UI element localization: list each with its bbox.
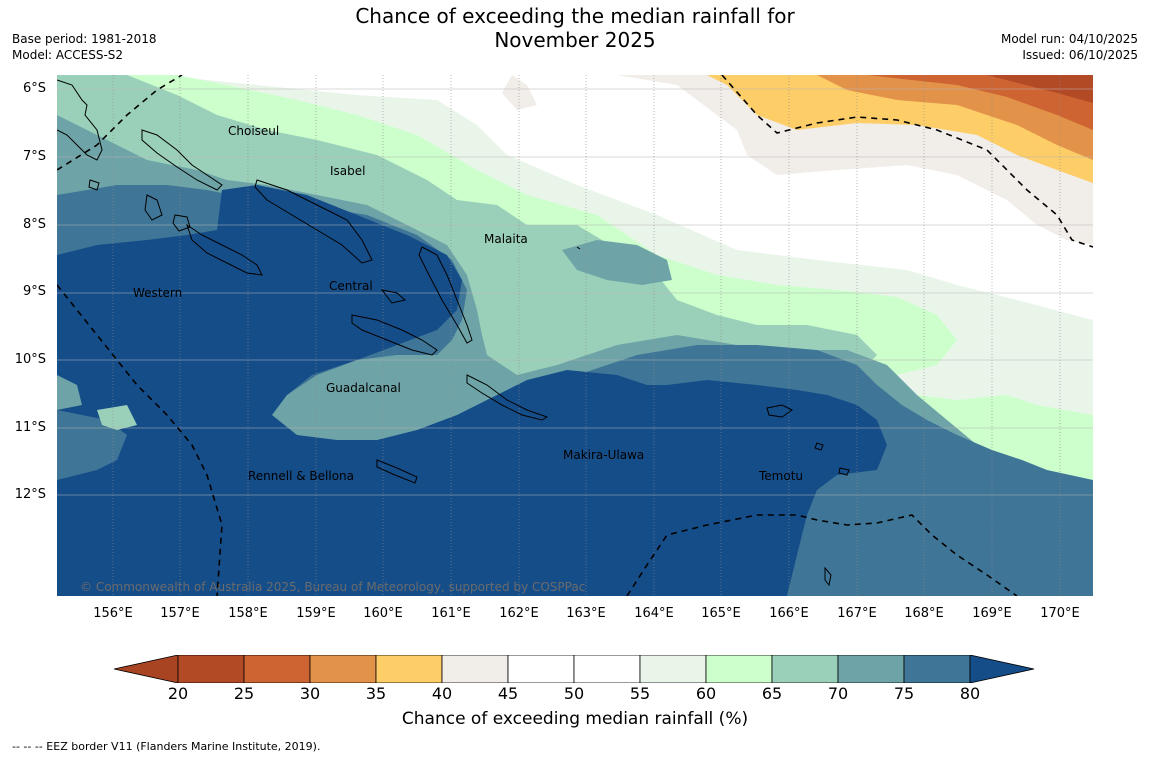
base-period: Base period: 1981-2018 <box>12 32 157 46</box>
cb-tick-20: 20 <box>167 684 189 703</box>
choiseul-coast <box>141 129 223 191</box>
model-run: Model run: 04/10/2025 <box>1000 32 1138 46</box>
cb-tick-75: 75 <box>893 684 915 703</box>
lon-label-165e: 165°E <box>701 606 741 621</box>
bougainville-coast <box>57 79 103 161</box>
map-svg <box>57 75 1093 596</box>
ontong-java-coast <box>576 246 581 250</box>
contour-70-75-left <box>57 375 82 410</box>
cb-tick-70: 70 <box>827 684 849 703</box>
cb-tick-30: 30 <box>299 684 321 703</box>
shortland-coast <box>88 179 100 191</box>
lon-label-169e: 169°E <box>972 606 1012 621</box>
colorbar-label: Chance of exceeding median rainfall (%) <box>401 709 749 729</box>
cb-tick-35: 35 <box>365 684 387 703</box>
lon-label-170e: 170°E <box>1040 606 1080 621</box>
lon-label-160e: 160°E <box>363 606 403 621</box>
colorbar-cell-75-80 <box>903 655 971 683</box>
contour-70-75-blob <box>562 240 672 285</box>
map-title: Chance of exceeding the median rainfall … <box>0 4 1150 52</box>
contour-20-25 <box>987 75 1093 103</box>
isabel-coast <box>254 179 373 264</box>
lat-label-6s: 6°S <box>22 81 46 96</box>
colorbar-cell-70-75 <box>837 655 905 683</box>
lon-label-159e: 159°E <box>296 606 336 621</box>
model-name: Model: ACCESS-S2 <box>12 48 124 62</box>
place-isabel: Isabel <box>330 164 366 178</box>
colorbar-cell-45-50 <box>507 655 575 683</box>
new-georgia-coast <box>186 223 263 276</box>
cb-tick-60: 60 <box>695 684 717 703</box>
issued-date: Issued: 06/10/2025 <box>1022 48 1138 62</box>
colorbar-arrow-low <box>114 655 179 683</box>
cb-tick-80: 80 <box>959 684 981 703</box>
cb-tick-65: 65 <box>761 684 783 703</box>
contour-80-plus <box>57 185 887 596</box>
coastlines <box>57 79 850 587</box>
lat-label-10s: 10°S <box>14 352 46 367</box>
place-western: Western <box>133 286 183 300</box>
dry-patch-center <box>502 75 537 110</box>
vanikoro-coast <box>838 467 850 476</box>
lat-label-11s: 11°S <box>14 420 46 435</box>
cb-tick-40: 40 <box>431 684 453 703</box>
colorbar-cell-25-30 <box>243 655 311 683</box>
lon-label-166e: 166°E <box>769 606 809 621</box>
lon-label-158e: 158°E <box>228 606 268 621</box>
lon-label-167e: 167°E <box>837 606 877 621</box>
colorbar-cell-55-60 <box>639 655 707 683</box>
vella-lavella-coast <box>144 194 163 221</box>
title-line-1: Chance of exceeding the median rainfall … <box>355 4 795 28</box>
lat-label-8s: 8°S <box>22 217 46 232</box>
tikopia-coast <box>824 566 832 587</box>
lat-label-9s: 9°S <box>22 284 46 299</box>
place-rennell-bellona: Rennell & Bellona <box>248 469 355 483</box>
lon-label-168e: 168°E <box>904 606 944 621</box>
lat-grid <box>57 88 1093 496</box>
colorbar-cell-40-45 <box>441 655 509 683</box>
place-guadalcanal: Guadalcanal <box>326 381 401 395</box>
eez-footnote: -- -- -- EEZ border V11 (Flanders Marine… <box>12 740 321 753</box>
place-temotu: Temotu <box>759 469 804 483</box>
santa-cruz-coast <box>766 404 793 418</box>
malaita-coast <box>418 246 473 344</box>
place-choiseul: Choiseul <box>228 124 280 138</box>
lat-label-7s: 7°S <box>22 149 46 164</box>
utupua-coast <box>814 442 824 451</box>
kolombangara-coast <box>172 214 191 232</box>
lat-label-12s: 12°S <box>14 487 46 502</box>
meta-right: Model run: 04/10/2025 Issued: 06/10/2025 <box>1001 31 1138 63</box>
meta-left: Base period: 1981-2018 Model: ACCESS-S2 <box>12 31 157 63</box>
eez-borders <box>57 75 1093 596</box>
lon-label-161e: 161°E <box>431 606 471 621</box>
cb-tick-25: 25 <box>233 684 255 703</box>
cb-tick-45: 45 <box>497 684 519 703</box>
colorbar-cell-65-70 <box>771 655 839 683</box>
place-central: Central <box>329 279 373 293</box>
lon-label-157e: 157°E <box>160 606 200 621</box>
map-panel <box>57 75 1093 596</box>
place-makira-ulawa: Makira-Ulawa <box>563 448 645 462</box>
makira-coast <box>466 374 549 421</box>
colorbar-cell-35-40 <box>375 655 443 683</box>
lon-label-156e: 156°E <box>93 606 133 621</box>
colorbar <box>114 655 1035 683</box>
cb-tick-50: 50 <box>563 684 585 703</box>
lon-label-164e: 164°E <box>634 606 674 621</box>
colorbar-cell-50-55 <box>573 655 641 683</box>
copyright-notice: © Commonwealth of Australia 2025, Bureau… <box>80 580 586 594</box>
cb-tick-55: 55 <box>629 684 651 703</box>
colorbar-arrow-high <box>969 655 1035 683</box>
guadalcanal-coast <box>351 314 438 356</box>
colorbar-cell-60-65 <box>705 655 773 683</box>
lon-label-163e: 163°E <box>566 606 606 621</box>
colorbar-cell-30-35 <box>309 655 377 683</box>
place-malaita: Malaita <box>484 232 528 246</box>
contour-65-70-left-patch <box>97 405 137 430</box>
title-line-2: November 2025 <box>494 28 656 52</box>
nggela-coast <box>380 289 407 304</box>
rennell-coast <box>376 459 418 484</box>
colorbar-cell-20-25 <box>177 655 245 683</box>
lon-label-162e: 162°E <box>499 606 539 621</box>
